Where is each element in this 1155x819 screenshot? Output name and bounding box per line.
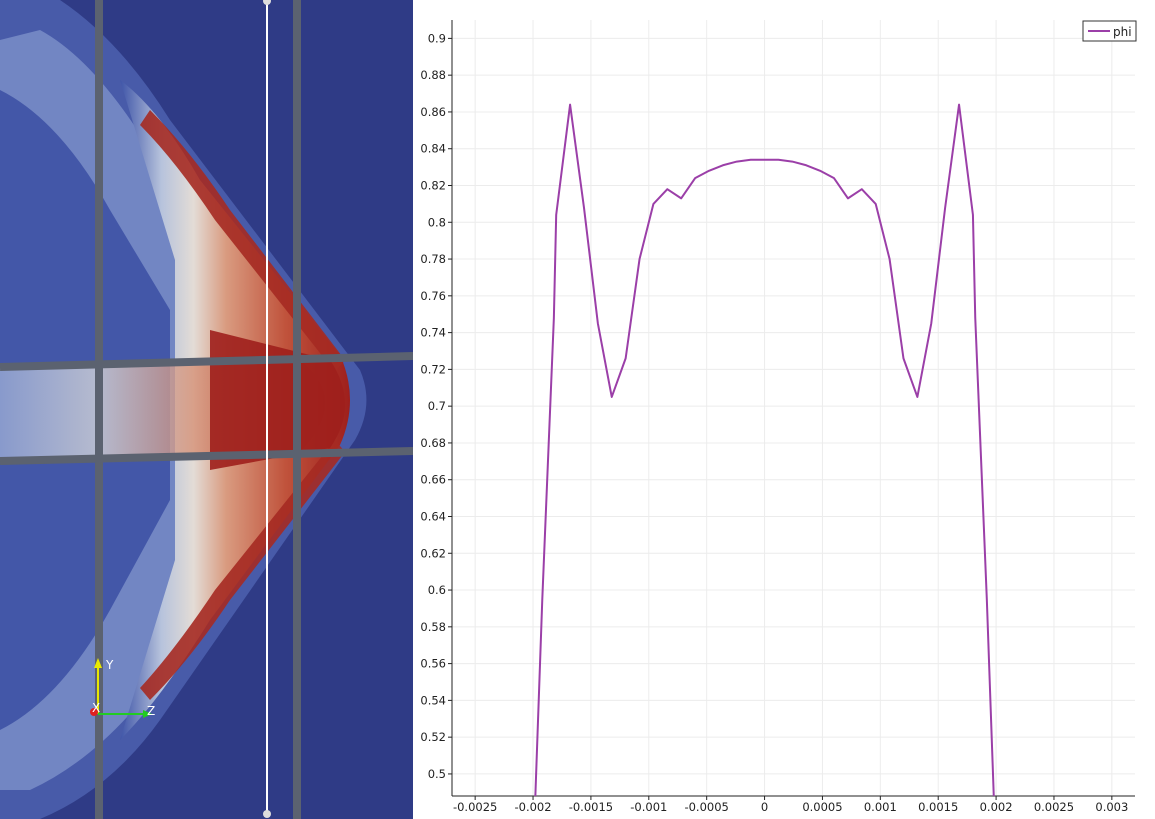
- y-tick-label: 0.74: [420, 326, 446, 340]
- y-tick-label: 0.62: [420, 546, 446, 560]
- y-tick-label: 0.78: [420, 252, 446, 266]
- field-core: [210, 330, 345, 470]
- chart-axes: 0.5 0.52 0.54 0.56 0.58 0.6 0.62 0.64 0.66 0.68 0.…: [420, 20, 1135, 814]
- x-tick-label: -0.002: [514, 800, 551, 814]
- y-tick-label: 0.72: [420, 362, 446, 376]
- y-tick-label: 0.5: [428, 767, 446, 781]
- axis-label-z: Z: [147, 704, 155, 718]
- legend-label-phi: phi: [1113, 25, 1132, 39]
- line-chart[interactable]: 0.5 0.52 0.54 0.56 0.58 0.6 0.62 0.64 0.66 0.68 0.…: [413, 0, 1155, 819]
- render-scene[interactable]: Y X Z: [0, 0, 413, 819]
- line-chart-view[interactable]: 0.5 0.52 0.54 0.56 0.58 0.6 0.62 0.64 0.66 0.68 0.…: [413, 0, 1155, 819]
- y-tick-label: 0.54: [420, 693, 446, 707]
- z-arrow-icon: [143, 710, 152, 718]
- y-tick-label: 0.68: [420, 436, 446, 450]
- y-tick-label: 0.88: [420, 68, 446, 82]
- x-tick-label: 0.0015: [918, 800, 958, 814]
- y-tick-label: 0.9: [428, 31, 446, 45]
- y-tick-label: 0.8: [428, 215, 446, 229]
- x-tick-label: 0.002: [980, 800, 1013, 814]
- x-tick-label: -0.0025: [453, 800, 497, 814]
- render-view-3d[interactable]: Y X Z: [0, 0, 413, 819]
- axis-label-y: Y: [105, 658, 114, 672]
- chart-grid: [452, 20, 1135, 796]
- x-tick-label: -0.0005: [684, 800, 728, 814]
- y-arrow-icon: [94, 658, 102, 668]
- orientation-axes: Y X Z: [90, 658, 155, 718]
- x-arrow-icon: [90, 708, 98, 716]
- x-tick-label: -0.0015: [569, 800, 613, 814]
- y-tick-label: 0.66: [420, 473, 446, 487]
- axis-label-x: X: [92, 701, 100, 715]
- y-tick-label: 0.84: [420, 142, 446, 156]
- y-tick-label: 0.7: [428, 399, 446, 413]
- probe-handle-bottom[interactable]: [263, 810, 271, 818]
- x-tick-label: 0: [761, 800, 768, 814]
- chart-series: [534, 103, 995, 796]
- y-tick-label: 0.76: [420, 289, 446, 303]
- probe-handle-top[interactable]: [263, 0, 271, 5]
- x-tick-label: 0.003: [1095, 800, 1128, 814]
- series-line-phi: [534, 103, 995, 796]
- chart-legend[interactable]: phi: [1082, 20, 1137, 42]
- x-tick-label: 0.0025: [1034, 800, 1074, 814]
- y-tick-label: 0.82: [420, 178, 446, 192]
- y-tick-label: 0.6: [428, 583, 446, 597]
- y-tick-label: 0.52: [420, 730, 446, 744]
- x-tick-label: 0.001: [864, 800, 897, 814]
- y-tick-label: 0.56: [420, 657, 446, 671]
- y-tick-label: 0.58: [420, 620, 446, 634]
- x-tick-label: -0.001: [630, 800, 667, 814]
- y-tick-label: 0.86: [420, 105, 446, 119]
- x-tick-label: 0.0005: [802, 800, 842, 814]
- y-tick-label: 0.64: [420, 509, 446, 523]
